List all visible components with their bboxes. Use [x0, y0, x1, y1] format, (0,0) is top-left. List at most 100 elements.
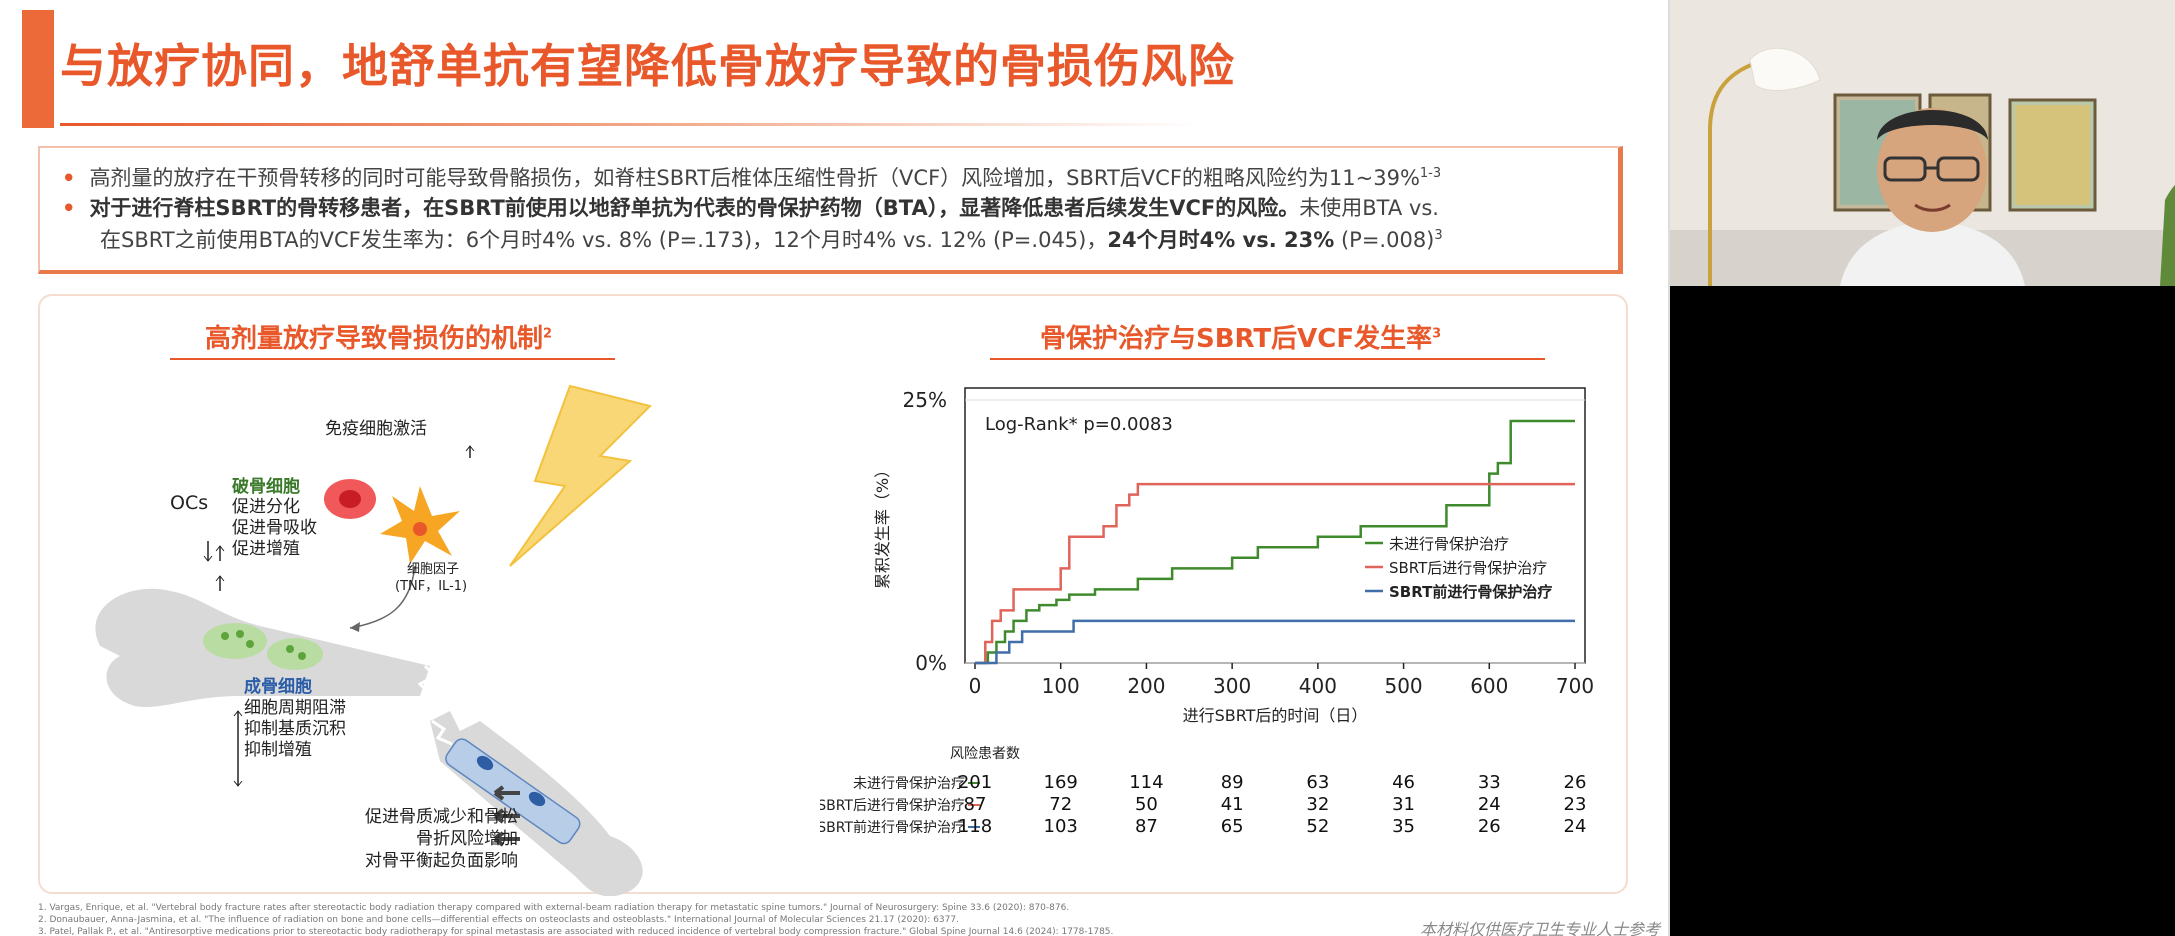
risk-value: 63 [1306, 772, 1329, 793]
video-divider [1668, 0, 1670, 936]
references: 1. Vargas, Enrique, et al. "Vertebral bo… [38, 902, 1113, 936]
bullet-2-line-2: 在SBRT之前使用BTA的VCF发生率为：6个月时4% vs. 8% (P=.1… [100, 222, 1443, 254]
x-tick-label: 400 [1299, 674, 1337, 698]
risk-value: 26 [1564, 772, 1587, 793]
effect-arrow-2 [493, 808, 520, 824]
risk-value: 114 [1129, 772, 1163, 793]
km-chart: 25% 0% 0 100 200 300 400 500 600 700 进行SBRT后的时间（日）… [820, 387, 1594, 837]
bullet-2-bold: 对于进行脊柱SBRT的骨转移患者，在SBRT前使用以地舒单抗为代表的骨保护药物（… [89, 196, 1300, 220]
left-panel-rule [170, 358, 615, 360]
risk-value: 169 [1044, 772, 1078, 793]
osteoblast-heading: 成骨细胞 [244, 677, 312, 697]
bullet-dot: • [62, 196, 76, 220]
oc-item-3: 促进增殖 [232, 539, 300, 559]
risk-value: 87 [964, 794, 987, 815]
x-tick-label: 300 [1213, 674, 1251, 698]
bone-mechanism-illustration [95, 384, 652, 896]
bullet-2-line-2-text: 在SBRT之前使用BTA的VCF发生率为：6个月时4% vs. 8% (P=.1… [100, 228, 1108, 252]
series-line-2 [975, 619, 1575, 665]
y-axis-label: 累积发生率（%） [873, 462, 892, 589]
bullet-2-sup: 3 [1434, 228, 1443, 243]
risk-value: 32 [1306, 794, 1329, 815]
effect-label-3: 对骨平衡起负面影响 [365, 851, 518, 871]
reference-2: 2. Donaubauer, Anna-Jasmina, et al. "The… [38, 915, 959, 925]
risk-value: 23 [1564, 794, 1587, 815]
lightning-icon [509, 384, 652, 567]
effect-arrow-1 [493, 785, 520, 801]
risk-value: 89 [1221, 772, 1244, 793]
content-panel: 高剂量放疗导致骨损伤的机制2 [38, 294, 1628, 896]
reference-1: 1. Vargas, Enrique, et al. "Vertebral bo… [38, 903, 1070, 913]
cytokine-arrow [349, 565, 416, 629]
oc-item-1: 促进分化 [232, 497, 300, 517]
y-tick-label: 0% [915, 651, 947, 675]
ocs-label: OCs [170, 492, 209, 514]
oc-item-2: 促进骨吸收 [232, 518, 317, 538]
right-panel-rule [990, 358, 1545, 360]
x-tick-label: 0 [969, 674, 982, 698]
slide: 与放疗协同，地舒单抗有望降低骨放疗导致的骨损伤风险 • 高剂量的放疗在干预骨转移的… [0, 0, 1670, 936]
osteoclast-cell-1 [203, 623, 267, 659]
bullet-1-sup: 1-3 [1419, 166, 1442, 181]
effect-arrow-3 [493, 831, 520, 847]
x-tick-label: 200 [1127, 674, 1165, 698]
risk-value: 31 [1392, 794, 1415, 815]
y-tick-label: 25% [903, 388, 947, 412]
slide-title: 与放疗协同，地舒单抗有望降低骨放疗导致的骨损伤风险 [60, 39, 1235, 93]
series-line-0 [975, 419, 1575, 665]
bullet-1-text: 高剂量的放疗在干预骨转移的同时可能导致骨骼损伤，如脊柱SBRT后椎体压缩性骨折（… [89, 166, 1420, 190]
bullet-2-tail: (P=.008) [1334, 228, 1435, 252]
series-line-1 [975, 482, 1575, 665]
x-axis-label: 进行SBRT后的时间（日） [1183, 706, 1368, 725]
risk-value: 118 [958, 816, 992, 837]
cytokine-sub-label: (TNF，IL-1) [395, 579, 468, 594]
ob-item-3: 抑制增殖 [244, 740, 312, 760]
effect-label-1: 促进骨质减少和骨松 [365, 807, 518, 827]
risk-row-label-1: SBRT后进行骨保护治疗 [820, 798, 965, 814]
title-accent-bar [22, 10, 54, 128]
left-panel-title: 高剂量放疗导致骨损伤的机制2 [205, 324, 553, 354]
fracture-line-top [417, 664, 438, 703]
legend-label-2: SBRT前进行骨保护治疗 [1389, 583, 1552, 601]
bullet-2-rest: 未使用BTA vs. [1299, 196, 1439, 220]
risk-value: 24 [1478, 794, 1501, 815]
cytokine-label: 细胞因子 [407, 562, 460, 577]
risk-value: 35 [1392, 816, 1415, 837]
right-panel-title: 骨保护治疗与SBRT后VCF发生率3 [1040, 324, 1442, 354]
disclaimer: 本材料仅供医疗卫生专业人士参考 [1420, 920, 1661, 936]
risk-value: 52 [1306, 816, 1329, 837]
x-tick-label: 100 [1042, 674, 1080, 698]
risk-value: 24 [1564, 816, 1587, 837]
osteoclast-cell-2 [267, 638, 323, 670]
presenter-webcam [1670, 0, 2175, 286]
risk-value: 72 [1049, 794, 1072, 815]
x-tick-label: 600 [1470, 674, 1508, 698]
fracture-line-bottom [431, 719, 453, 746]
reference-3: 3. Patel, Pallak P., et al. "Antiresorpt… [38, 927, 1114, 936]
bullet-1: • 高剂量的放疗在干预骨转移的同时可能导致骨骼损伤，如脊柱SBRT后椎体压缩性骨折… [62, 160, 1441, 192]
immune-label: 免疫细胞激活 [325, 419, 427, 439]
log-rank-annotation: Log-Rank* p=0.0083 [985, 414, 1173, 435]
bullet-2: • 对于进行脊柱SBRT的骨转移患者，在SBRT前使用以地舒单抗为代表的骨保护药物… [62, 194, 1439, 222]
risk-row-label-2: SBRT前进行骨保护治疗 [820, 819, 965, 836]
risk-value: 201 [958, 772, 992, 793]
x-tick-label: 700 [1556, 674, 1594, 698]
x-tick-label: 500 [1384, 674, 1422, 698]
risk-table-header: 风险患者数 [950, 746, 1020, 762]
presenter-video-frame [1670, 0, 2175, 286]
risk-value: 87 [1135, 816, 1158, 837]
risk-value: 26 [1478, 816, 1501, 837]
osteoclast-heading: 破骨细胞 [232, 477, 300, 497]
bullet-dot: • [62, 166, 76, 190]
effect-label-2: 骨折风险增加 [416, 829, 518, 849]
risk-value: 41 [1221, 794, 1244, 815]
risk-value: 33 [1478, 772, 1501, 793]
risk-value: 46 [1392, 772, 1415, 793]
empty-video-area [1670, 286, 2175, 936]
risk-value: 103 [1044, 816, 1078, 837]
risk-value: 65 [1221, 816, 1244, 837]
ob-item-1: 细胞周期阻滞 [244, 698, 346, 718]
risk-row-label-0: 未进行骨保护治疗 [853, 776, 965, 792]
ob-item-2: 抑制基质沉积 [244, 719, 346, 739]
bullet-2-highlight: 24个月时4% vs. 23% [1107, 228, 1335, 252]
